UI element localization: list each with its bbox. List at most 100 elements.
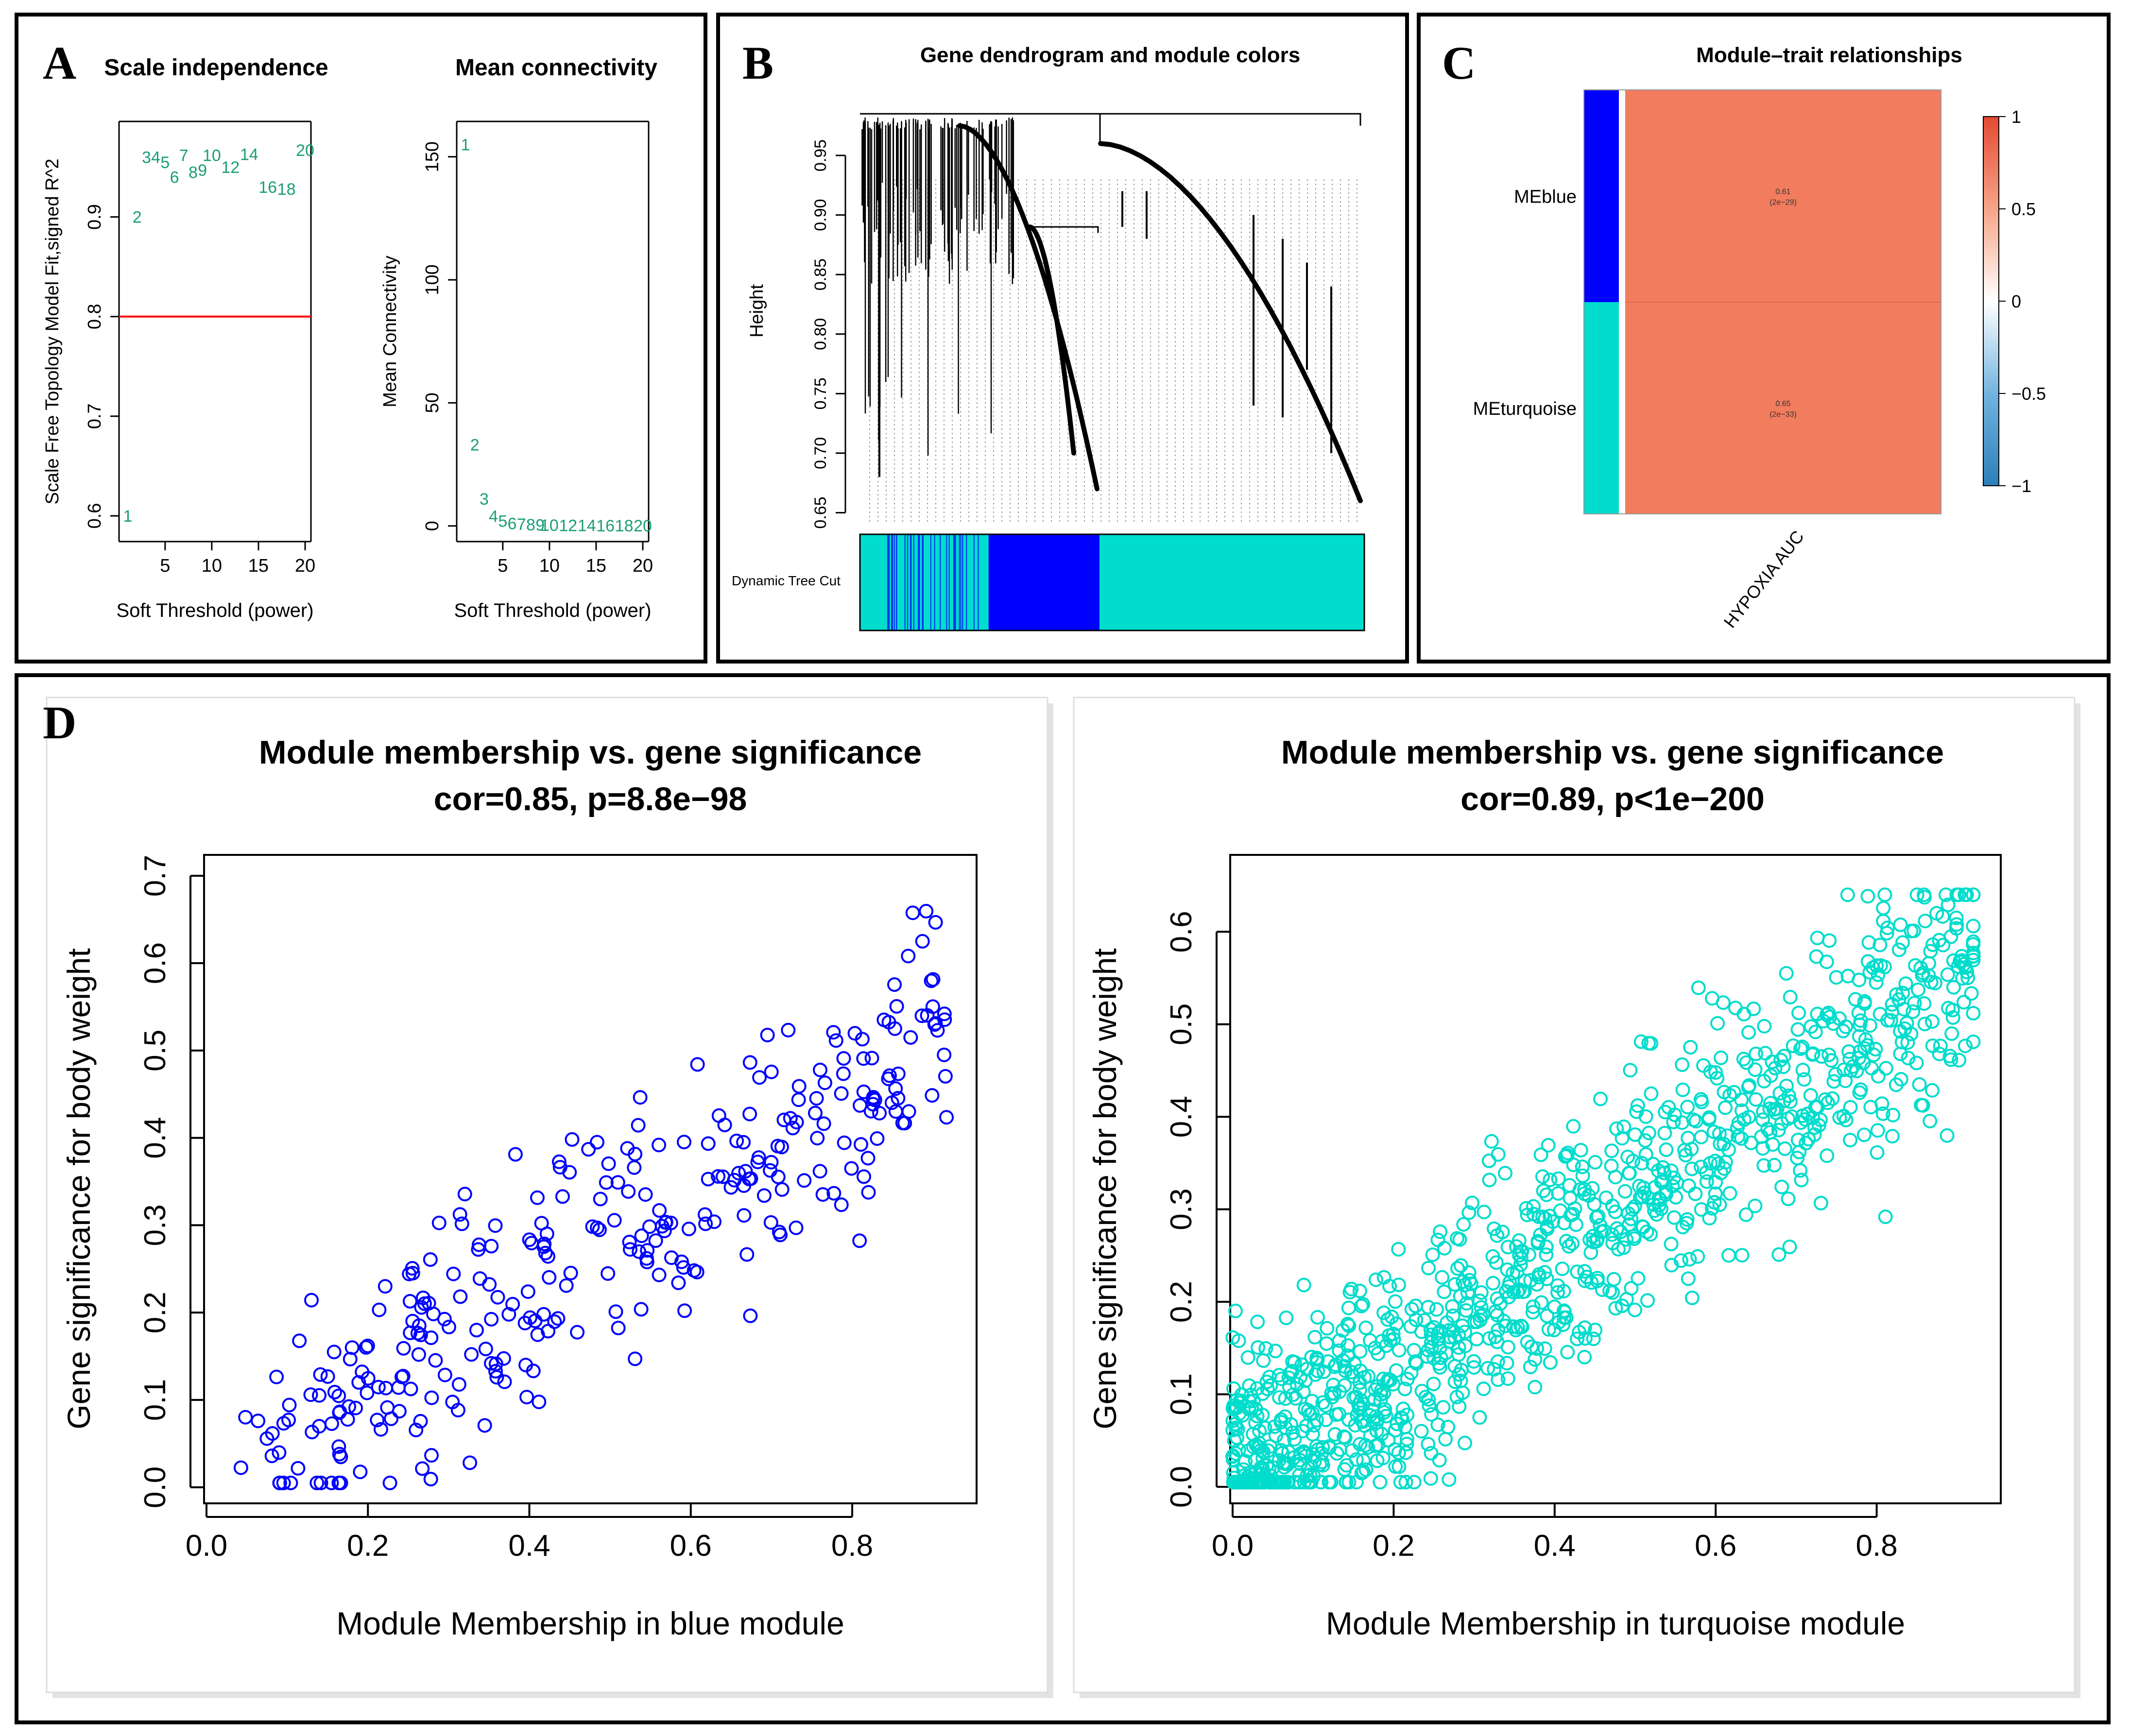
data-point <box>815 1187 830 1202</box>
data-point <box>738 1164 753 1179</box>
x-tick-label: 10 <box>539 556 560 576</box>
data-point <box>1682 1252 1697 1267</box>
x-tick-label: 15 <box>248 556 269 576</box>
data-point <box>1810 931 1825 945</box>
data-point <box>634 1228 649 1243</box>
data-point <box>1543 1173 1558 1188</box>
data-point <box>1706 1124 1721 1140</box>
data-point <box>789 1115 804 1130</box>
data-point <box>484 1356 498 1371</box>
y-tick-label: 0 <box>422 521 443 531</box>
data-point <box>1540 1219 1555 1234</box>
data-point <box>370 1413 385 1428</box>
data-point <box>1588 1155 1603 1170</box>
panel-a-frame <box>15 13 707 664</box>
data-point <box>1803 1088 1818 1103</box>
data-point <box>1960 970 1975 986</box>
data-point <box>1391 1277 1406 1293</box>
data-point <box>863 1104 878 1119</box>
data-point <box>1736 1052 1751 1067</box>
data-point <box>451 1377 466 1392</box>
data-point <box>1225 1423 1240 1438</box>
panel-b-letter: B <box>742 37 773 89</box>
data-point <box>259 1431 275 1446</box>
data-point <box>608 1304 623 1319</box>
data-point <box>1942 1049 1958 1064</box>
power-label: 8 <box>526 516 535 534</box>
data-point <box>736 1135 751 1150</box>
y-tick-label: 0.75 <box>811 377 830 409</box>
data-point <box>1927 975 1942 990</box>
power-label: 6 <box>170 169 179 187</box>
data-point <box>272 1445 287 1460</box>
x-tick-label: 15 <box>586 556 606 576</box>
x-axis-label: Soft Threshold (power) <box>454 600 651 621</box>
data-point <box>1790 1022 1805 1037</box>
power-label: 18 <box>277 180 296 199</box>
data-point <box>1329 1407 1344 1422</box>
data-point <box>1445 1299 1460 1314</box>
data-point <box>1388 1423 1403 1438</box>
power-label: 20 <box>634 517 652 535</box>
data-point <box>1675 1057 1690 1072</box>
data-point <box>1393 1475 1408 1490</box>
legend-bar <box>1983 116 1999 486</box>
data-point <box>1913 960 1928 975</box>
data-point <box>378 1279 393 1294</box>
data-point <box>1870 1145 1885 1160</box>
y-tick-label: 0.2 <box>1165 1281 1198 1323</box>
data-point <box>424 1390 439 1405</box>
data-point <box>1356 1397 1371 1412</box>
data-point <box>701 1136 716 1151</box>
data-point <box>888 1104 903 1119</box>
data-point <box>1573 1143 1588 1157</box>
data-point <box>1623 1063 1638 1078</box>
data-point <box>1477 1205 1492 1220</box>
x-tick-label: 0.8 <box>1855 1529 1897 1563</box>
cell-pvalue: (2e−29) <box>1769 199 1797 207</box>
data-point <box>1720 1128 1735 1143</box>
data-point <box>1246 1394 1261 1409</box>
data-point <box>1353 1344 1368 1359</box>
data-point <box>1608 1301 1623 1316</box>
data-point <box>638 1187 653 1202</box>
data-point <box>282 1397 297 1413</box>
power-label: 12 <box>221 158 240 177</box>
data-point <box>1860 954 1875 969</box>
x-tick-label: 10 <box>202 556 222 576</box>
data-point <box>771 1170 786 1184</box>
data-point <box>552 1160 567 1174</box>
data-point <box>836 1066 851 1081</box>
data-point <box>1675 1220 1690 1235</box>
data-point <box>1307 1330 1323 1345</box>
data-point <box>1399 1436 1414 1451</box>
data-point <box>565 1132 580 1147</box>
data-point <box>881 1072 896 1086</box>
data-point <box>423 1472 438 1487</box>
data-point <box>884 1095 899 1110</box>
data-point <box>333 1449 348 1464</box>
data-point <box>1604 1143 1619 1158</box>
data-point <box>1925 937 1940 952</box>
data-point <box>454 1216 469 1231</box>
data-point <box>1461 1205 1477 1220</box>
data-point <box>1718 1155 1733 1170</box>
data-point <box>412 1318 427 1333</box>
data-point <box>657 1224 672 1239</box>
data-point <box>276 1476 291 1490</box>
data-point <box>756 1188 772 1203</box>
data-point <box>711 1108 726 1123</box>
data-point <box>1350 1408 1365 1423</box>
data-point <box>1777 1049 1792 1064</box>
data-point <box>1384 1310 1399 1325</box>
power-label: 14 <box>240 145 258 164</box>
data-point <box>1349 1452 1364 1467</box>
data-point <box>1443 1329 1457 1345</box>
data-point <box>1425 1247 1440 1262</box>
data-point <box>925 1088 940 1103</box>
data-point <box>1408 1298 1423 1313</box>
data-point <box>570 1325 585 1340</box>
data-point <box>809 1091 824 1106</box>
data-point <box>1757 1019 1772 1034</box>
data-point <box>382 1476 397 1490</box>
